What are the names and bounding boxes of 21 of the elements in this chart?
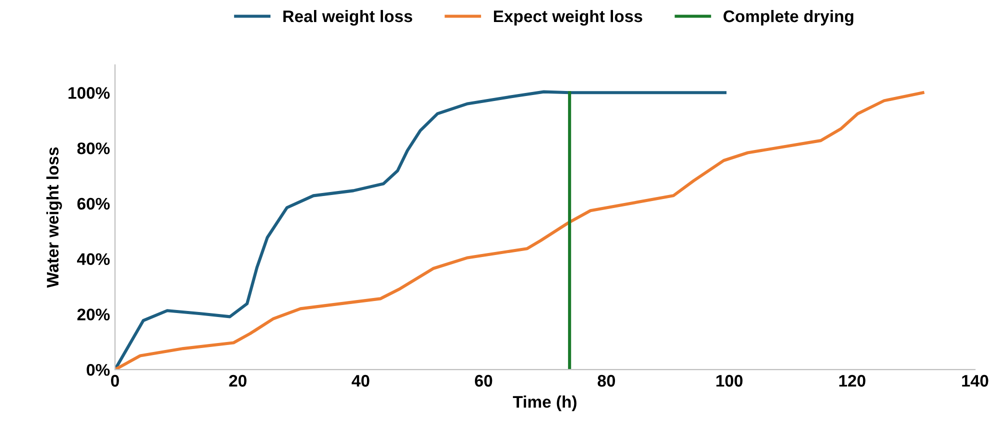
x-tick-label: 0 — [111, 374, 119, 387]
y-tick-label: 80% — [77, 142, 110, 154]
y-tick-label: 0% — [86, 364, 110, 376]
legend-label: Expect weight loss — [494, 10, 642, 26]
x-tick-label: 40 — [352, 374, 370, 387]
line-series — [115, 91, 924, 370]
legend-label: Complete drying — [724, 10, 854, 26]
legend-label: Real weight loss — [283, 10, 412, 26]
y-tick-label: 100% — [68, 87, 110, 99]
y-tick-label: 20% — [77, 308, 110, 320]
x-axis-title: Time (h) — [512, 396, 576, 412]
x-tick-label: 100 — [716, 374, 743, 387]
x-tick-label: 80 — [598, 374, 616, 387]
line-series — [115, 90, 727, 370]
x-tick-label: 120 — [839, 374, 866, 387]
y-tick-label: 40% — [77, 253, 110, 266]
y-axis-title: Water weight loss — [46, 147, 62, 288]
x-tick-label: 140 — [962, 374, 988, 387]
x-tick-label: 20 — [229, 374, 246, 387]
x-tick-label: 60 — [474, 374, 492, 387]
y-tick-label: 60% — [77, 198, 110, 210]
